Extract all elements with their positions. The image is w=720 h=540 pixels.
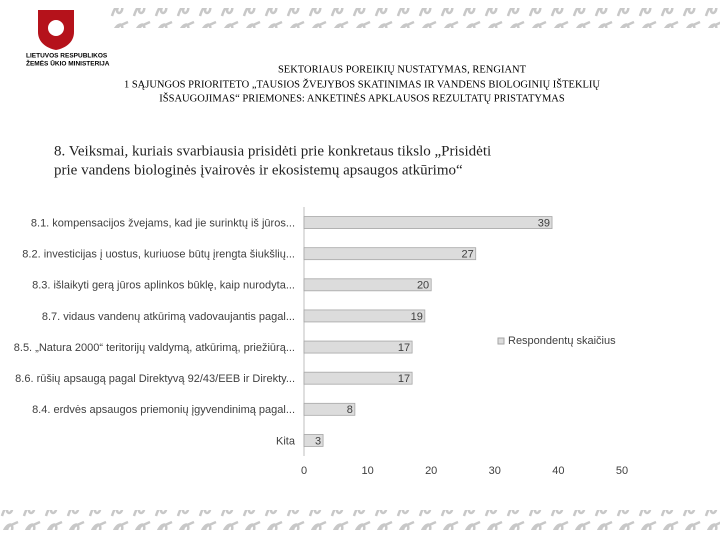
slide-title: 1 SĄJUNGOS PRIORITETO „TAUSIOS ŽVEJYBOS … (124, 78, 600, 90)
logo (38, 10, 74, 50)
value-label: 27 (461, 249, 473, 261)
bar (303, 340, 413, 354)
value-label: 20 (417, 280, 429, 292)
category-label: 8.1. kompensacijos žvejams, kad jie suri… (31, 217, 295, 229)
value-label: 17 (398, 342, 410, 354)
chart-title: 8. Veiksmai, kuriais svarbiausia prisidė… (54, 143, 491, 159)
category-label: 8.5. „Natura 2000“ teritorijų valdymą, a… (14, 342, 295, 354)
ministry-name: ŽEMĖS ŪKIO MINISTERIJA (26, 59, 110, 68)
x-tick-label: 30 (489, 465, 501, 477)
category-label: 8.3. išlaikyti gerą jūros aplinkos būklę… (32, 280, 295, 292)
ministry-name: LIETUVOS RESPUBLIKOS (26, 53, 108, 60)
x-tick-label: 40 (552, 465, 564, 477)
category-label: 8.7. vidaus vandenų atkūrimą vadovaujant… (42, 311, 295, 323)
bar (303, 216, 553, 229)
value-label: 19 (411, 311, 423, 323)
x-tick-label: 10 (361, 465, 373, 477)
x-tick-label: 50 (616, 465, 628, 477)
decor-band (0, 510, 720, 530)
category-label: Kita (276, 435, 296, 447)
bar (303, 247, 477, 261)
value-label: 3 (315, 435, 321, 447)
legend-label: Respondentų skaičius (508, 335, 616, 347)
slide-title: SEKTORIAUS POREIKIŲ NUSTATYMAS, RENGIANT (278, 64, 527, 75)
value-label: 8 (347, 404, 353, 416)
category-label: 8.4. erdvės apsaugos priemonių įgyvendin… (32, 404, 295, 416)
bar (303, 402, 356, 416)
chart-title: prie vandens biologinės įvairovės ir eko… (54, 162, 463, 178)
bar (303, 309, 426, 323)
category-label: 8.6. rūšių apsaugą pagal Direktyvą 92/43… (15, 373, 295, 385)
value-label: 17 (398, 373, 410, 385)
slide-title: IŠSAUGOJIMAS“ PRIEMONES: ANKETINĖS APKLA… (159, 92, 565, 104)
category-label: 8.2. investicijas į uostus, kuriuose būt… (22, 249, 295, 261)
bar (303, 434, 324, 447)
x-tick-label: 0 (301, 465, 307, 477)
chart: 0 10 20 30 40 50 39 27 20 19 17 17 8 3 Respondentų ska… (14, 207, 628, 477)
value-label: 39 (538, 217, 550, 229)
decor-band (110, 8, 720, 28)
bar (303, 278, 432, 292)
bar (303, 371, 413, 385)
legend-swatch (497, 337, 505, 345)
x-tick-label: 20 (425, 465, 437, 477)
